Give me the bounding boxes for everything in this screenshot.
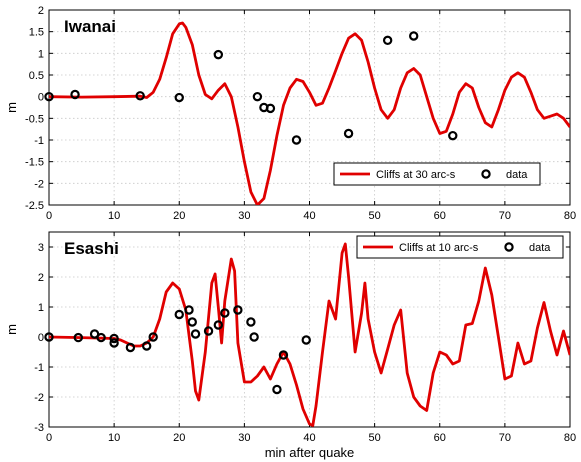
data-point — [252, 91, 263, 102]
data-point — [409, 31, 419, 41]
panel-title: Iwanai — [64, 17, 116, 36]
x-axis-label: min after quake — [265, 445, 355, 460]
legend-label-data: data — [506, 169, 528, 181]
x-tick-label: 80 — [564, 210, 576, 222]
y-tick-label: 1 — [38, 302, 44, 314]
data-point — [141, 341, 152, 351]
x-tick-label: 10 — [108, 432, 120, 444]
legend-box — [333, 162, 541, 186]
y-tick-label: 0 — [38, 92, 44, 104]
legend-marker-swatch — [504, 242, 514, 252]
x-tick-label: 50 — [369, 432, 381, 444]
y-tick-label: 0.5 — [29, 70, 44, 82]
legend-label-data: data — [529, 242, 551, 254]
x-tick-label: 40 — [303, 432, 315, 444]
y-tick-label: -1.5 — [25, 157, 44, 169]
x-tick-label: 20 — [173, 432, 185, 444]
data-point — [148, 332, 158, 342]
y-tick-label: 1.5 — [29, 27, 44, 39]
x-tick-label: 70 — [499, 432, 511, 444]
plot-area — [49, 242, 570, 427]
y-tick-label: 2 — [38, 272, 44, 284]
data-point — [213, 49, 224, 60]
panel-title: Esashi — [64, 239, 119, 258]
x-tick-label: 60 — [434, 432, 446, 444]
y-axis-label: m — [4, 102, 19, 113]
data-point — [249, 332, 259, 342]
legend-marker-swatch — [481, 169, 491, 179]
legend-label-model: Cliffs at 10 arc-s — [399, 242, 479, 254]
x-tick-label: 10 — [108, 210, 120, 222]
model-line — [49, 242, 570, 427]
data-point — [174, 92, 184, 103]
data-point — [213, 320, 224, 330]
y-tick-label: -2.5 — [25, 200, 44, 212]
y-tick-label: 2 — [38, 5, 44, 17]
y-tick-label: 1 — [38, 48, 44, 60]
data-point — [187, 317, 197, 327]
data-point — [233, 305, 243, 315]
data-point — [220, 308, 230, 318]
data-point — [70, 89, 80, 100]
y-tick-label: -0.5 — [25, 113, 44, 125]
data-point — [343, 128, 354, 139]
x-tick-label: 40 — [303, 210, 315, 222]
data-point — [203, 326, 214, 336]
data-point — [44, 332, 54, 342]
data-point — [135, 91, 145, 101]
model-line — [49, 21, 570, 205]
legend-label-model: Cliffs at 30 arc-s — [376, 169, 456, 181]
x-tick-label: 0 — [46, 432, 52, 444]
x-tick-label: 50 — [369, 210, 381, 222]
x-tick-label: 60 — [434, 210, 446, 222]
legend: Cliffs at 30 arc-s data — [333, 162, 541, 186]
panel-1: 0 10 20 30 40 50 60 70 80 -2.5 -2 -1.5 -1 -0.5 0 0.5 1 1.… — [4, 5, 576, 222]
data-point — [174, 309, 184, 320]
data-point — [44, 91, 54, 102]
data-point — [265, 103, 276, 114]
y-tick-label: 3 — [38, 242, 44, 254]
x-tick-label: 20 — [173, 210, 185, 222]
legend-box — [356, 235, 564, 259]
y-tick-label: -1 — [34, 362, 44, 374]
x-tick-label: 0 — [46, 210, 52, 222]
y-tick-label: -3 — [34, 422, 44, 434]
data-point — [73, 332, 84, 343]
grid — [49, 232, 570, 427]
x-tick-label: 30 — [238, 210, 250, 222]
data-point — [125, 342, 136, 353]
plot-area — [49, 21, 570, 205]
data-point — [109, 333, 119, 344]
y-tick-label: 0 — [38, 332, 44, 344]
data-point — [278, 350, 289, 360]
data-point — [382, 35, 393, 46]
x-tick-label: 80 — [564, 432, 576, 444]
data-point — [272, 384, 282, 395]
data-point — [448, 130, 458, 141]
data-point — [301, 335, 311, 345]
x-tick-label: 30 — [238, 432, 250, 444]
legend: Cliffs at 10 arc-s data — [356, 235, 564, 259]
y-tick-label: -2 — [34, 392, 44, 404]
panel-2: 0 10 20 30 40 50 60 70 80 -3 -2 -1 0 1 2 3 m min after qu… — [4, 231, 576, 460]
y-tick-label: -1 — [34, 135, 44, 147]
y-tick-label: -2 — [34, 178, 44, 190]
data-point — [246, 317, 256, 327]
data-point — [291, 135, 302, 145]
x-tick-label: 70 — [499, 210, 511, 222]
data-point — [190, 329, 201, 339]
data-point — [96, 332, 106, 343]
y-axis-label: m — [4, 324, 19, 335]
data-point — [184, 305, 194, 315]
grid — [49, 10, 570, 205]
data-point — [109, 338, 119, 348]
